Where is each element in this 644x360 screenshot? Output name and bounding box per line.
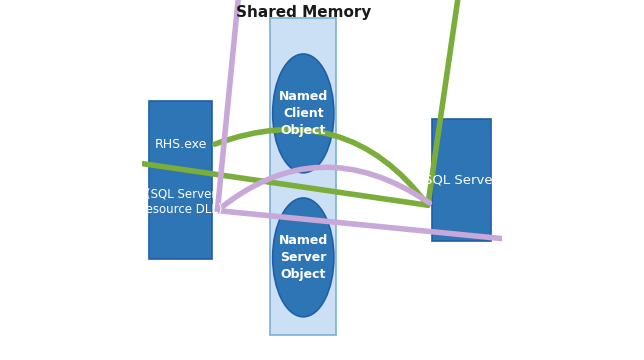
Ellipse shape [272, 54, 334, 173]
FancyBboxPatch shape [431, 119, 491, 241]
FancyArrowPatch shape [218, 0, 569, 245]
Text: Named
Server
Object: Named Server Object [279, 234, 328, 281]
FancyArrowPatch shape [78, 0, 478, 205]
Ellipse shape [272, 198, 334, 317]
Text: SQL Server: SQL Server [424, 174, 498, 186]
Text: Named
Client
Object: Named Client Object [279, 90, 328, 137]
Text: RHS.exe: RHS.exe [155, 138, 207, 150]
FancyBboxPatch shape [270, 18, 336, 335]
Text: (SQL Server
Resource DLL): (SQL Server Resource DLL) [138, 188, 223, 216]
Text: Shared Memory: Shared Memory [236, 5, 371, 20]
FancyBboxPatch shape [149, 101, 213, 259]
